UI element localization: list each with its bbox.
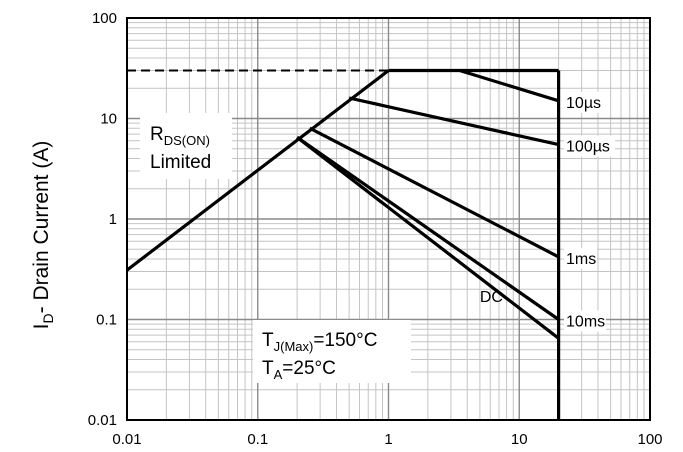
series-line [459, 68, 560, 103]
rds-sub: DS(ON) [164, 133, 210, 148]
annotations: RDS(ON)LimitedTJ(Max)=150°CTA=25°C10µs10… [150, 91, 616, 382]
curve-label: 1ms [566, 251, 596, 268]
curve-label: DC [480, 289, 503, 306]
y-tick-labels: 0.01 0.1 1 10 100 [88, 10, 117, 429]
rds-on-label: RDS(ON) [150, 124, 210, 148]
tj-rest: =150°C [313, 330, 377, 351]
ta-rest: =25°C [282, 358, 336, 379]
curve-label-bg [564, 247, 598, 269]
x-tick-label: 1 [384, 431, 392, 448]
rds-label-box [140, 113, 232, 179]
curve-label: 10µs [566, 95, 601, 112]
tj-main: T [262, 330, 274, 351]
series-lines [126, 68, 561, 420]
curve-label-bg [564, 310, 607, 332]
x-tick-label: 100 [637, 431, 662, 448]
series-line [348, 96, 559, 147]
rds-limited-label: Limited [150, 152, 211, 173]
tj-max-label: TJ(Max)=150°C [262, 330, 377, 354]
y-axis-label-main: I [30, 323, 53, 329]
series-line [296, 136, 560, 340]
ta-main: T [262, 358, 274, 379]
y-tick-label: 10 [100, 111, 117, 128]
ta-sub: A [274, 367, 283, 382]
y-tick-label: 1 [109, 211, 117, 228]
tj-sub: J(Max) [274, 339, 314, 354]
y-axis-label-rest: - Drain Current (A) [30, 141, 53, 314]
series-line [309, 126, 560, 259]
plot-frame [126, 17, 651, 421]
annotation-boxes [140, 113, 411, 383]
series-line [296, 135, 560, 321]
curve-label-bg [564, 91, 607, 113]
ta-label: TA=25°C [262, 358, 336, 382]
curve-label: 10ms [566, 314, 605, 331]
y-tick-label: 0.01 [88, 412, 117, 429]
x-tick-label: 0.01 [112, 431, 141, 448]
x-tick-label: 0.1 [247, 431, 268, 448]
y-tick-label: 0.1 [96, 312, 117, 329]
y-axis-label-sub: D [40, 313, 56, 323]
curve-label-bg [564, 135, 616, 157]
x-tick-labels: 0.01 0.1 1 10 100 [112, 431, 662, 448]
y-axis-label: ID- Drain Current (A) [30, 141, 56, 330]
y-tick-label: 100 [92, 10, 117, 27]
conditions-box [253, 320, 411, 383]
rds-main: R [150, 124, 164, 145]
series-line [126, 69, 390, 272]
x-tick-label: 10 [511, 431, 528, 448]
curve-label: 100µs [566, 139, 610, 156]
